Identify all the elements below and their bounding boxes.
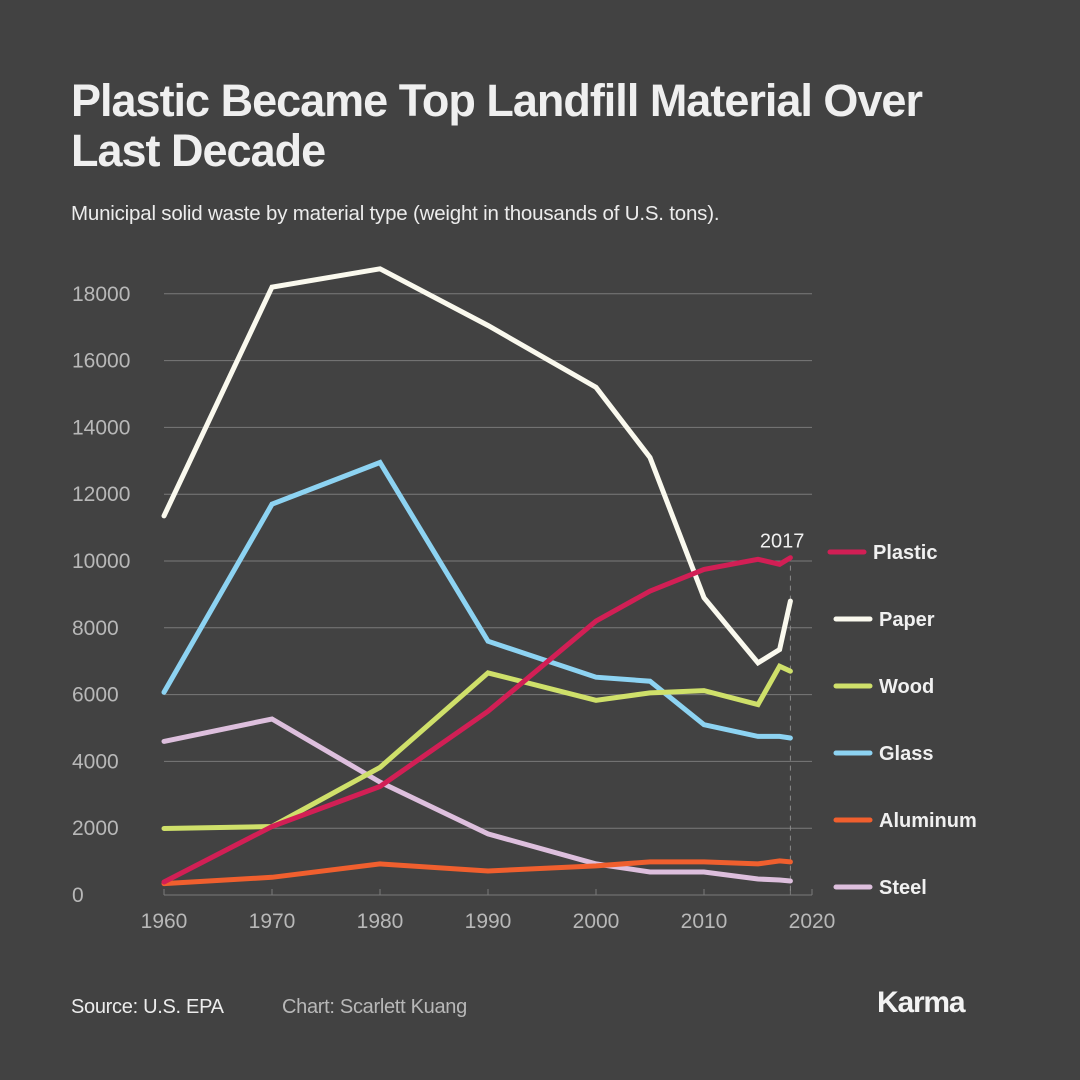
y-tick-label: 14000: [72, 416, 130, 439]
x-tick-label: 2020: [789, 910, 836, 933]
legend-label: Steel: [879, 877, 927, 899]
series-line-steel: [161, 716, 793, 884]
y-tick-label: 12000: [72, 483, 130, 506]
legend-label: Aluminum: [879, 810, 977, 832]
chart-title: Plastic Became Top Landfill Material Ove…: [71, 75, 923, 176]
source-note: Source: U.S. EPA: [71, 996, 224, 1018]
chart-subtitle: Municipal solid waste by material type (…: [71, 202, 720, 225]
annotation-label: 2017: [760, 531, 805, 553]
legend-label: Plastic: [873, 542, 937, 564]
y-axis-labels: 0 2000 4000 6000 8000 10000 12000 14000 16000 180…: [72, 283, 130, 907]
legend-item-aluminum: Aluminum: [833, 810, 977, 832]
y-tick-label: 10000: [72, 550, 130, 573]
legend-item-paper: Paper: [833, 609, 935, 631]
y-tick-label: 2000: [72, 817, 119, 840]
y-tick-label: 16000: [72, 350, 130, 373]
x-tick-label: 1970: [249, 910, 296, 933]
legend-label: Glass: [879, 743, 933, 765]
series-line-plastic: [161, 555, 793, 885]
chart-credit: Chart: Scarlett Kuang: [282, 996, 467, 1018]
legend: Plastic Paper Wood Glass Aluminum Steel: [827, 542, 977, 899]
series-lines: [161, 266, 793, 887]
series-line-aluminum: [161, 858, 793, 887]
y-tick-label: 0: [72, 884, 84, 907]
annotations: 2017: [760, 531, 805, 553]
legend-item-wood: Wood: [833, 676, 934, 698]
grid-lines: [164, 293, 812, 829]
series-line-paper: [161, 266, 793, 667]
brand-logo: Karma: [877, 986, 966, 1019]
legend-label: Paper: [879, 609, 935, 631]
y-tick-label: 18000: [72, 283, 130, 306]
x-tick-label: 2000: [573, 910, 620, 933]
x-tick-label: 2010: [681, 910, 728, 933]
x-tick-label: 1990: [465, 910, 512, 933]
legend-item-glass: Glass: [833, 743, 933, 765]
x-axis: 1960 1970 1980 1990 2000 2010 2020: [141, 889, 836, 933]
series-line-glass: [161, 459, 793, 741]
legend-item-plastic: Plastic: [827, 542, 937, 564]
legend-label: Wood: [879, 676, 934, 698]
x-tick-label: 1980: [357, 910, 404, 933]
y-tick-label: 6000: [72, 684, 119, 707]
x-tick-label: 1960: [141, 910, 188, 933]
y-tick-label: 8000: [72, 617, 119, 640]
legend-item-steel: Steel: [833, 877, 927, 899]
y-tick-label: 4000: [72, 750, 119, 773]
series-line-wood: [161, 662, 793, 831]
